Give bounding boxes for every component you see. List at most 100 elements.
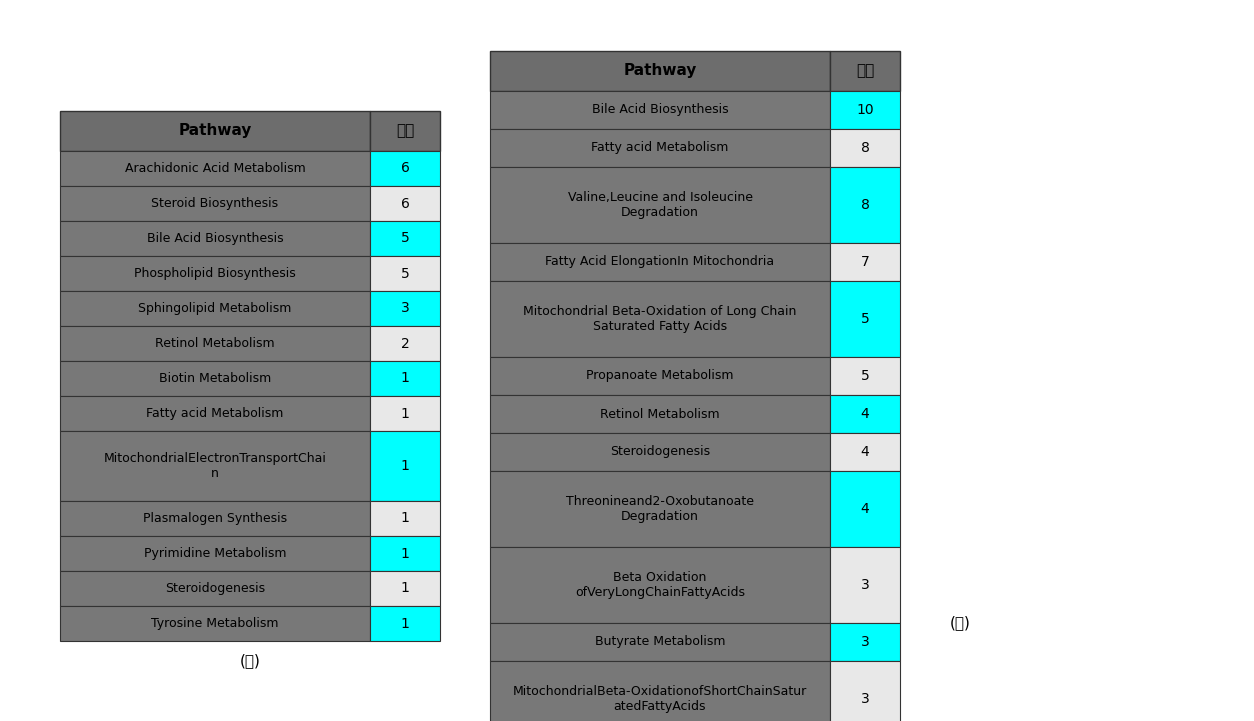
Bar — [830, 357, 900, 395]
Bar — [370, 361, 440, 396]
Text: 1: 1 — [400, 547, 410, 560]
Bar — [490, 433, 830, 471]
Text: (가): (가) — [949, 616, 971, 630]
Bar — [370, 326, 440, 361]
Bar — [490, 547, 830, 623]
Bar — [60, 606, 370, 641]
Bar — [830, 91, 900, 129]
Text: Tyrosine Metabolism: Tyrosine Metabolism — [152, 617, 278, 630]
Text: MitochondrialElectronTransportChai
n: MitochondrialElectronTransportChai n — [104, 452, 326, 480]
Bar — [370, 431, 440, 501]
Bar — [830, 661, 900, 721]
Bar — [490, 471, 830, 547]
Text: 3: 3 — [860, 578, 869, 592]
Bar — [60, 326, 370, 361]
Bar — [370, 151, 440, 186]
Text: 4: 4 — [860, 445, 869, 459]
Text: 5: 5 — [860, 369, 869, 383]
Text: Pathway: Pathway — [178, 123, 252, 138]
Bar — [830, 547, 900, 623]
Text: 10: 10 — [856, 103, 874, 117]
Text: Arachidonic Acid Metabolism: Arachidonic Acid Metabolism — [124, 162, 306, 175]
Text: Fatty Acid ElongationIn Mitochondria: Fatty Acid ElongationIn Mitochondria — [545, 255, 775, 268]
Bar — [830, 623, 900, 661]
Bar — [830, 471, 900, 547]
Bar — [370, 291, 440, 326]
Text: 갯수: 갯수 — [856, 63, 874, 79]
Bar — [60, 501, 370, 536]
Text: Steroid Biosynthesis: Steroid Biosynthesis — [152, 197, 278, 210]
Text: 1: 1 — [400, 616, 410, 630]
Bar — [830, 395, 900, 433]
Text: 7: 7 — [860, 255, 869, 269]
Text: Butyrate Metabolism: Butyrate Metabolism — [594, 635, 725, 648]
Text: 4: 4 — [860, 502, 869, 516]
Text: Steroidogenesis: Steroidogenesis — [166, 582, 265, 595]
Text: Biotin Metabolism: Biotin Metabolism — [159, 372, 271, 385]
Bar — [490, 91, 830, 129]
Bar — [60, 571, 370, 606]
Text: Pathway: Pathway — [623, 63, 697, 79]
Bar — [490, 51, 830, 91]
Text: 1: 1 — [400, 371, 410, 386]
Bar — [490, 357, 830, 395]
Bar — [830, 51, 900, 91]
Bar — [370, 221, 440, 256]
Text: Mitochondrial Beta-Oxidation of Long Chain
Saturated Fatty Acids: Mitochondrial Beta-Oxidation of Long Cha… — [523, 305, 796, 333]
Bar — [370, 536, 440, 571]
Bar — [490, 623, 830, 661]
Text: Beta Oxidation
ofVeryLongChainFattyAcids: Beta Oxidation ofVeryLongChainFattyAcids — [576, 571, 745, 599]
Text: 2: 2 — [400, 337, 409, 350]
Bar — [490, 281, 830, 357]
Bar — [830, 281, 900, 357]
Bar — [370, 571, 440, 606]
Bar — [370, 606, 440, 641]
Text: 3: 3 — [860, 635, 869, 649]
Bar — [60, 431, 370, 501]
Bar — [490, 395, 830, 433]
Bar — [370, 186, 440, 221]
Bar — [370, 501, 440, 536]
Text: Bile Acid Biosynthesis: Bile Acid Biosynthesis — [147, 232, 283, 245]
Text: 3: 3 — [860, 692, 869, 706]
Bar — [60, 536, 370, 571]
Text: 1: 1 — [400, 511, 410, 526]
Text: 갯수: 갯수 — [396, 123, 414, 138]
Bar — [490, 167, 830, 243]
Text: 1: 1 — [400, 582, 410, 596]
Text: Plasmalogen Synthesis: Plasmalogen Synthesis — [143, 512, 287, 525]
Text: Fatty acid Metabolism: Fatty acid Metabolism — [147, 407, 283, 420]
Text: Propanoate Metabolism: Propanoate Metabolism — [587, 369, 734, 383]
Text: Retinol Metabolism: Retinol Metabolism — [155, 337, 275, 350]
Bar — [370, 396, 440, 431]
Text: Bile Acid Biosynthesis: Bile Acid Biosynthesis — [592, 104, 729, 117]
Text: Steroidogenesis: Steroidogenesis — [609, 446, 710, 459]
Text: Threonineand2-Oxobutanoate
Degradation: Threonineand2-Oxobutanoate Degradation — [566, 495, 754, 523]
Text: 6: 6 — [400, 162, 410, 175]
Text: 8: 8 — [860, 198, 869, 212]
Bar — [830, 243, 900, 281]
Text: 5: 5 — [860, 312, 869, 326]
Bar — [60, 256, 370, 291]
Bar — [830, 433, 900, 471]
Text: Pyrimidine Metabolism: Pyrimidine Metabolism — [144, 547, 286, 560]
Bar — [490, 243, 830, 281]
Bar — [490, 129, 830, 167]
Text: Sphingolipid Metabolism: Sphingolipid Metabolism — [138, 302, 292, 315]
Bar — [60, 186, 370, 221]
Bar — [370, 111, 440, 151]
Text: 8: 8 — [860, 141, 869, 155]
Text: 5: 5 — [400, 267, 409, 280]
Bar — [60, 291, 370, 326]
Text: 3: 3 — [400, 301, 409, 316]
Text: 1: 1 — [400, 459, 410, 473]
Bar — [60, 361, 370, 396]
Bar — [60, 151, 370, 186]
Text: 6: 6 — [400, 197, 410, 211]
Bar — [60, 396, 370, 431]
Text: Retinol Metabolism: Retinol Metabolism — [601, 407, 720, 420]
Bar — [60, 221, 370, 256]
Text: 1: 1 — [400, 407, 410, 420]
Bar — [370, 256, 440, 291]
Text: Fatty acid Metabolism: Fatty acid Metabolism — [592, 141, 729, 154]
